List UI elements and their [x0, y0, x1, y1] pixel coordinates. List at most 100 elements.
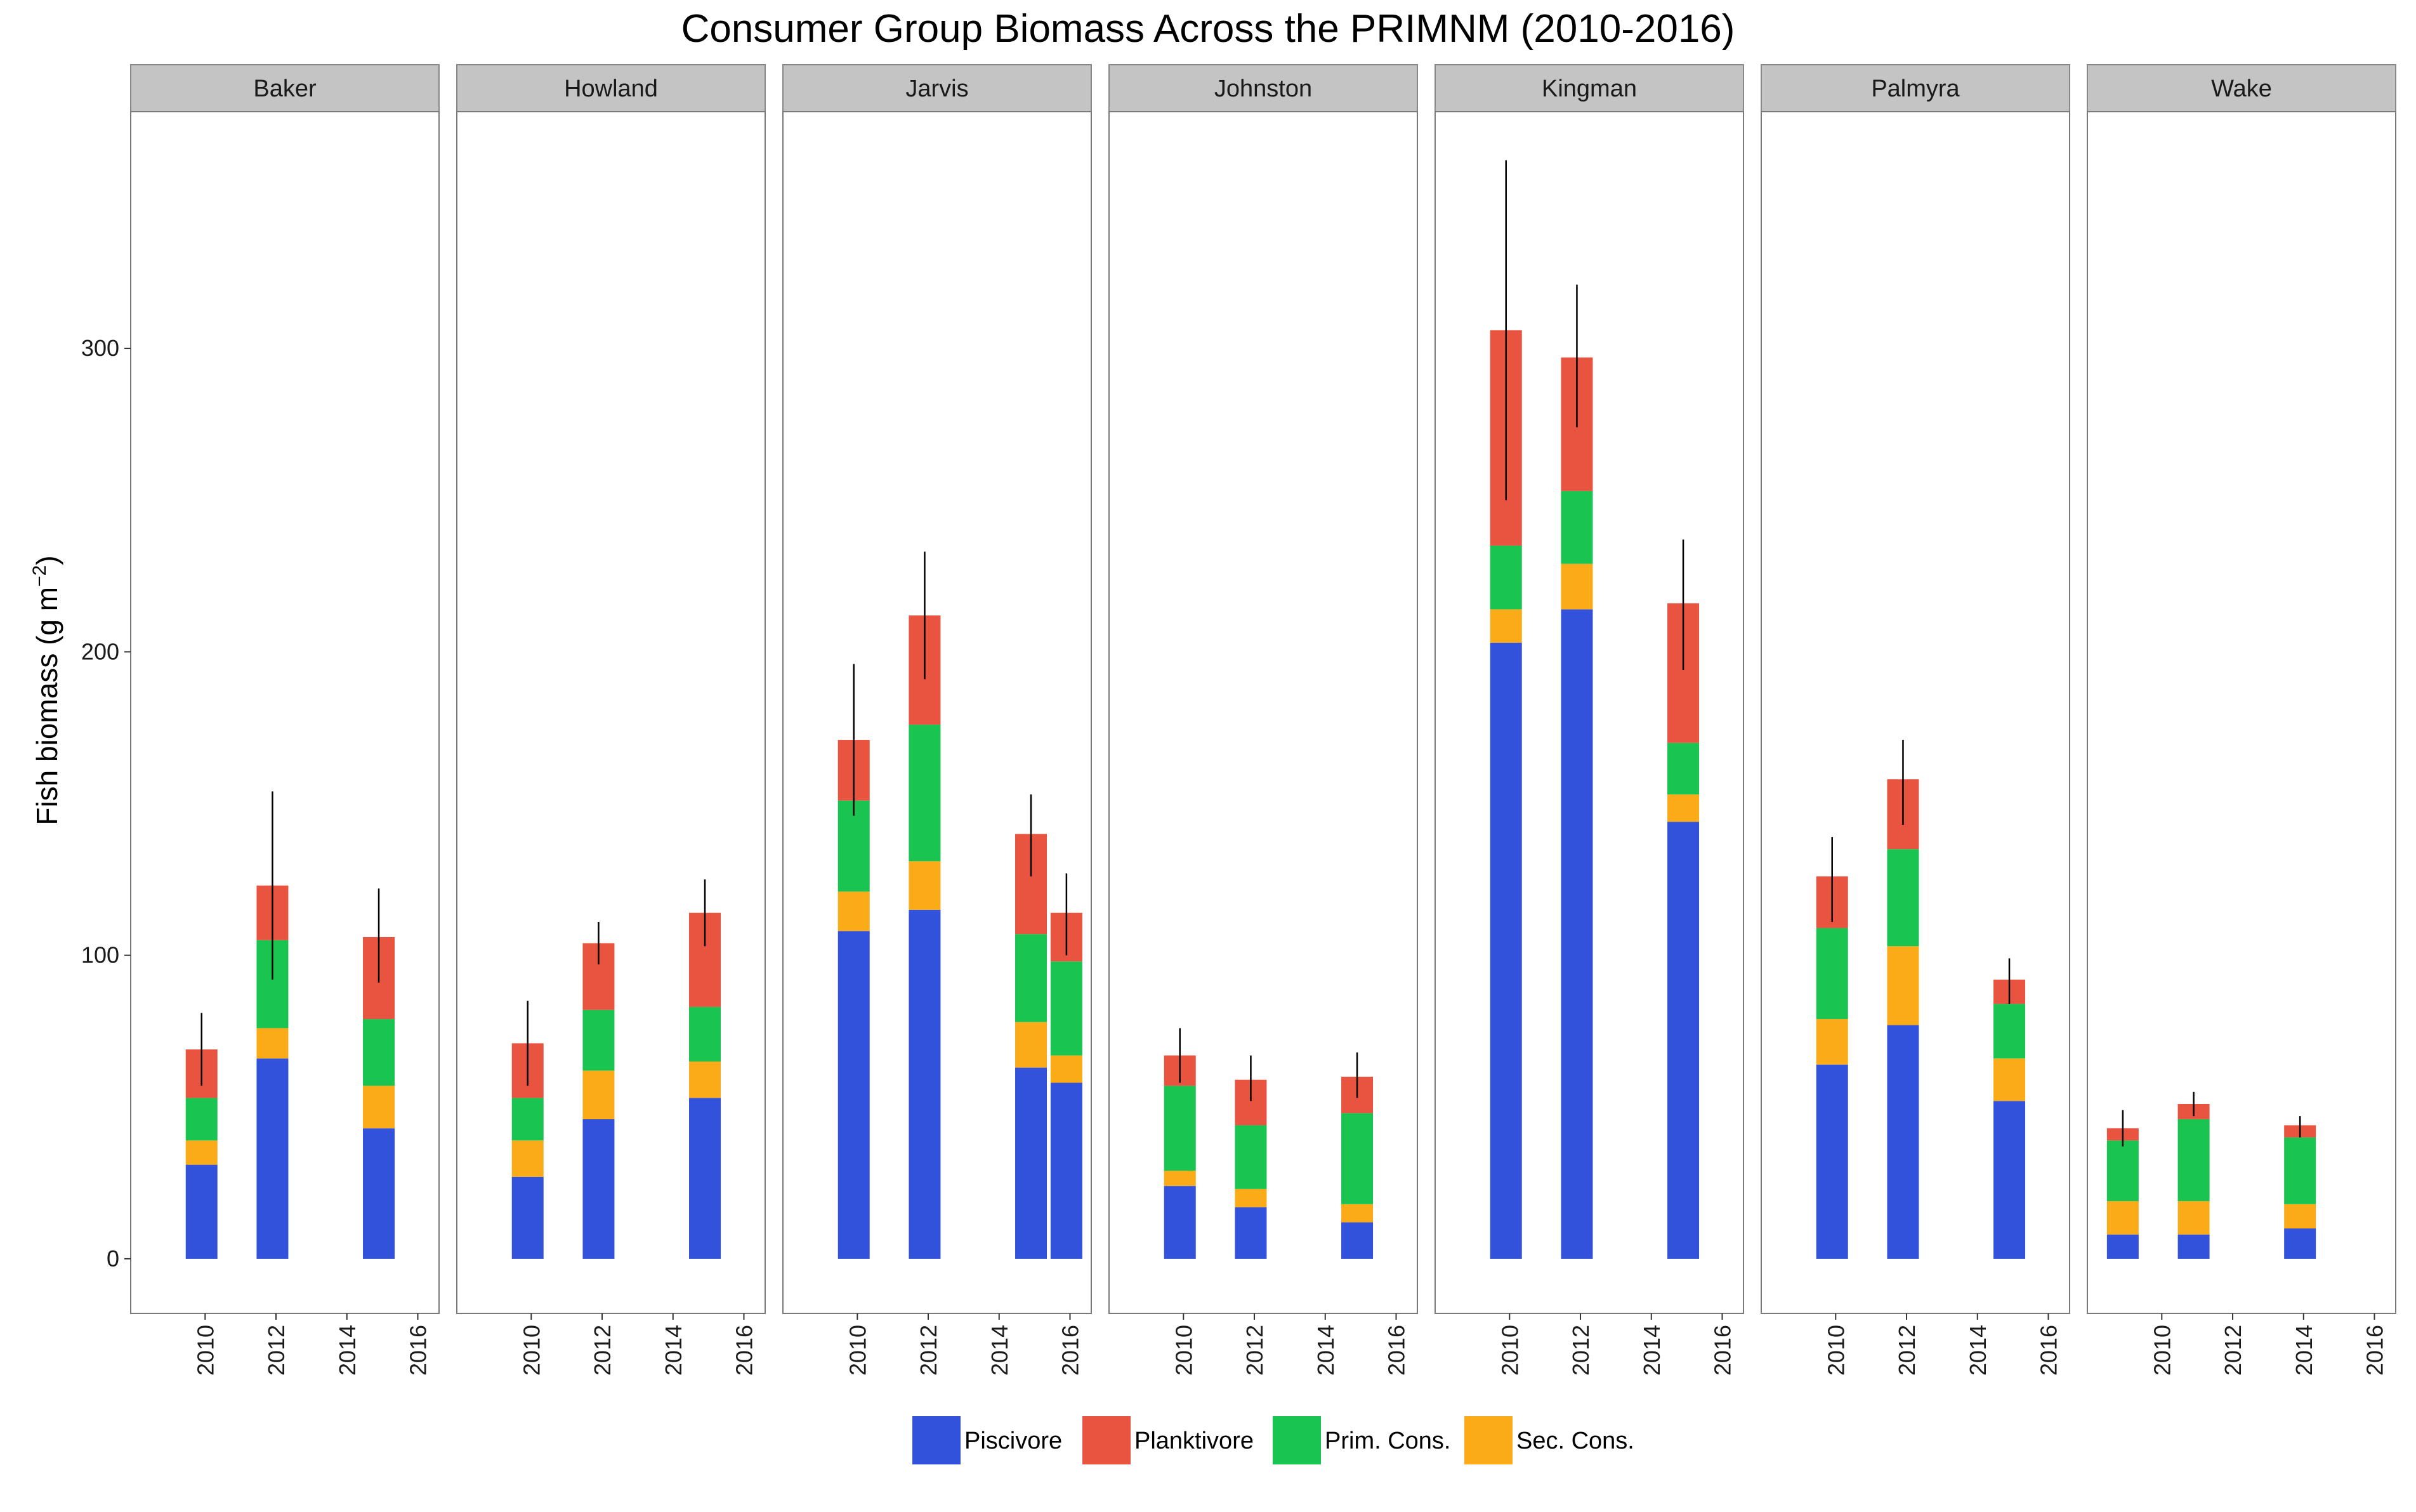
- facet-panel-howland: Howland 2010 2012 2014 2016: [456, 64, 766, 1376]
- x-tick-label: 2014: [987, 1325, 1013, 1376]
- y-axis-title-exponent: −2: [29, 565, 50, 587]
- facet-strip-label: Baker: [253, 76, 317, 102]
- facet-strip-label: Jarvis: [905, 76, 968, 102]
- x-tick-label: 2010: [844, 1325, 870, 1376]
- chart-title: Consumer Group Biomass Across the PRIMNM…: [681, 7, 1735, 51]
- x-tick-label: 2012: [2220, 1325, 2246, 1376]
- legend-swatch: [1082, 1416, 1131, 1464]
- x-tick-label: 2010: [1171, 1325, 1197, 1376]
- facet-panel-baker: Baker 2010 2012 2014 2016: [130, 64, 440, 1376]
- bar-segment-piscivore: [1490, 642, 1522, 1259]
- x-tick-label: 2014: [2291, 1325, 2317, 1376]
- bar-segment-piscivore: [363, 1128, 395, 1259]
- panel-border: [2087, 111, 2396, 1314]
- bar-segment-sec-cons: [1015, 1022, 1047, 1068]
- legend-swatch: [912, 1416, 961, 1464]
- bar-segment-prim-cons: [1341, 1113, 1374, 1204]
- bar-segment-sec-cons: [511, 1140, 544, 1177]
- facet-strip: [130, 64, 440, 112]
- x-tick-label: 2010: [1823, 1325, 1849, 1376]
- bar-segment-sec-cons: [1561, 563, 1593, 610]
- bar-segment-piscivore: [1667, 822, 1700, 1259]
- facet-strip: [782, 64, 1092, 112]
- bar-segment-prim-cons: [2284, 1137, 2316, 1204]
- x-tick-label: 2010: [192, 1325, 218, 1376]
- x-tick-label: 2016: [731, 1325, 757, 1376]
- bar-segment-piscivore: [1164, 1186, 1196, 1259]
- bar-segment-sec-cons: [909, 861, 941, 910]
- bar-segment-prim-cons: [1050, 961, 1082, 1056]
- x-tick-label: 2016: [1709, 1325, 1735, 1376]
- x-tick-label: 2014: [334, 1325, 360, 1376]
- y-tick-label: 200: [81, 638, 119, 664]
- bar-segment-prim-cons: [185, 1098, 218, 1141]
- facet-strip-label: Palmyra: [1871, 76, 1960, 102]
- bar-segment-piscivore: [689, 1098, 721, 1259]
- bar-segment-prim-cons: [1164, 1086, 1196, 1171]
- x-tick-label: 2016: [405, 1325, 431, 1376]
- bar-segment-prim-cons: [1015, 934, 1047, 1022]
- bar-segment-prim-cons: [1490, 545, 1522, 610]
- legend-item-planktivore: Planktivore: [1082, 1416, 1254, 1464]
- bar-segment-sec-cons: [689, 1062, 721, 1098]
- legend-item-piscivore: Piscivore: [912, 1416, 1062, 1464]
- bar-segment-piscivore: [1561, 609, 1593, 1259]
- facet-strip: [1434, 64, 1744, 112]
- bar-segment-prim-cons: [689, 1006, 721, 1062]
- bar-segment-piscivore: [1015, 1067, 1047, 1259]
- y-axis-title: Fish biomass (g m−2): [29, 555, 63, 825]
- bar-segment-sec-cons: [1993, 1058, 2026, 1101]
- bar-segment-piscivore: [909, 909, 941, 1259]
- bar-segment-sec-cons: [2284, 1204, 2316, 1229]
- x-tick-label: 2012: [1568, 1325, 1594, 1376]
- bar-segment-piscivore: [1816, 1064, 1848, 1259]
- x-tick-label: 2012: [263, 1325, 289, 1376]
- bar-segment-sec-cons: [837, 891, 870, 931]
- bar-segment-piscivore: [256, 1058, 289, 1259]
- bar-segment-sec-cons: [2106, 1201, 2139, 1235]
- bar-segment-piscivore: [1235, 1207, 1267, 1259]
- y-tick-label: 100: [81, 942, 119, 968]
- x-tick-label: 2016: [2361, 1325, 2387, 1376]
- y-tick-label: 300: [81, 335, 119, 361]
- bar-segment-piscivore: [511, 1176, 544, 1259]
- bar-segment-piscivore: [1050, 1082, 1082, 1259]
- legend-swatch: [1464, 1416, 1513, 1464]
- bar-segment-sec-cons: [582, 1070, 615, 1119]
- x-tick-label: 2010: [2149, 1325, 2175, 1376]
- bar-segment-piscivore: [2177, 1234, 2210, 1259]
- x-tick-label: 2012: [916, 1325, 942, 1376]
- bar-segment-prim-cons: [1235, 1125, 1267, 1189]
- bar-segment-piscivore: [1993, 1101, 2026, 1259]
- facet-panel-palmyra: Palmyra 2010 2012 2014 2016: [1761, 64, 2070, 1376]
- y-axis: 0 100 200 300: [81, 335, 131, 1272]
- facet-panels: Baker 2010 2012 2014 2016 Howland 2010 2012 2014…: [130, 64, 2396, 1376]
- y-axis-title-main: Fish biomass (g m: [30, 587, 63, 825]
- legend-item-sec-cons: Sec. Cons.: [1464, 1416, 1634, 1464]
- x-tick-label: 2012: [1894, 1325, 1920, 1376]
- bar-segment-prim-cons: [2106, 1140, 2139, 1202]
- facet-strip: [2087, 64, 2396, 112]
- legend-label: Prim. Cons.: [1325, 1428, 1450, 1454]
- bar-segment-prim-cons: [1667, 742, 1700, 795]
- bar-segment-sec-cons: [1490, 609, 1522, 643]
- bar-segment-sec-cons: [363, 1086, 395, 1129]
- legend-swatch: [1273, 1416, 1321, 1464]
- facet-strip: [1761, 64, 2070, 112]
- facet-strip-label: Johnston: [1214, 76, 1312, 102]
- x-tick-label: 2010: [518, 1325, 544, 1376]
- x-tick-label: 2014: [1965, 1325, 1991, 1376]
- bar-segment-prim-cons: [1816, 928, 1848, 1020]
- bar-segment-sec-cons: [256, 1028, 289, 1059]
- bar-segment-prim-cons: [363, 1019, 395, 1086]
- bar-segment-prim-cons: [1561, 490, 1593, 564]
- bar-segment-sec-cons: [1164, 1171, 1196, 1187]
- x-tick-label: 2012: [1242, 1325, 1268, 1376]
- legend-label: Planktivore: [1134, 1428, 1254, 1454]
- facet-panel-wake: Wake 2010 2012 2014 2016: [2087, 64, 2396, 1376]
- bar-segment-sec-cons: [2177, 1201, 2210, 1235]
- bar-segment-prim-cons: [1993, 1004, 2026, 1059]
- bar-segment-sec-cons: [185, 1140, 218, 1165]
- bar-segment-prim-cons: [909, 725, 941, 862]
